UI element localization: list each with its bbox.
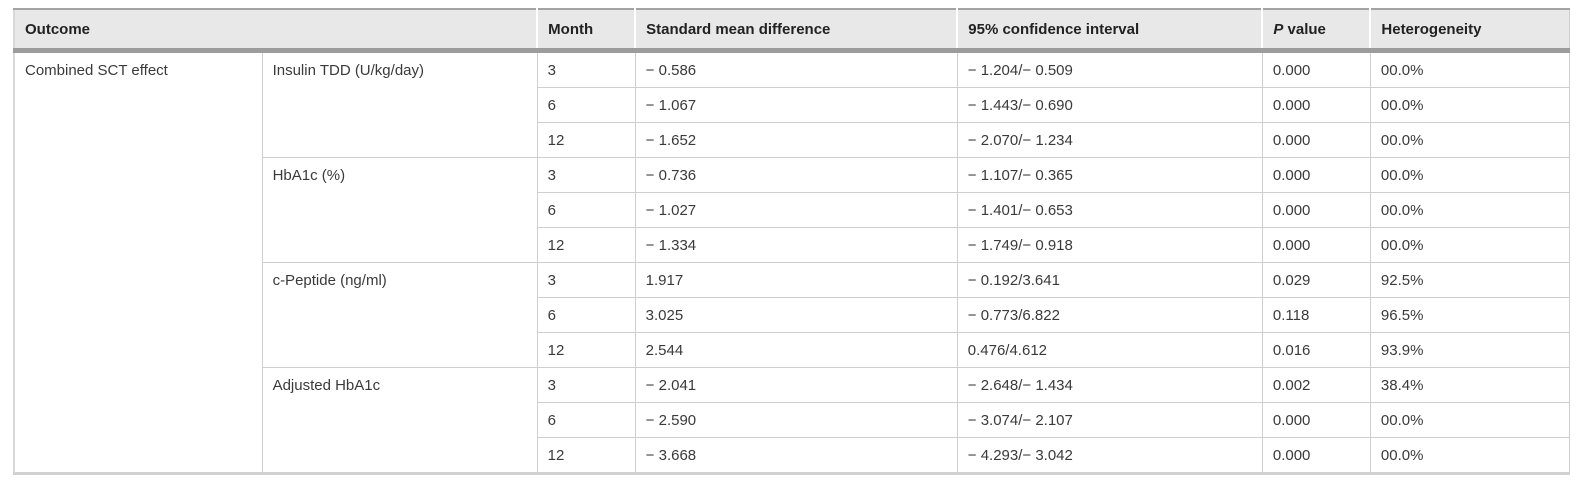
smd-cell: − 2.590 <box>634 402 958 438</box>
pvalue-cell: 0.000 <box>1261 122 1371 158</box>
month-cell: 3 <box>536 367 636 403</box>
table-row: 6 3.025 − 0.773/6.822 0.118 96.5% <box>14 297 1571 333</box>
ci-cell: − 4.293/− 3.042 <box>956 437 1263 474</box>
heterogeneity-cell: 00.0% <box>1369 50 1571 88</box>
smd-cell: 2.544 <box>634 332 958 368</box>
smd-cell: − 1.067 <box>634 87 958 123</box>
ci-cell: − 1.443/− 0.690 <box>956 87 1263 123</box>
table-row: 6 − 2.590 − 3.074/− 2.107 0.000 00.0% <box>14 402 1571 438</box>
heterogeneity-cell: 92.5% <box>1369 262 1571 298</box>
table-row: 6 − 1.067 − 1.443/− 0.690 0.000 00.0% <box>14 87 1571 123</box>
heterogeneity-cell: 00.0% <box>1369 192 1571 228</box>
pvalue-cell: 0.002 <box>1261 367 1371 403</box>
subgroup-cell: Adjusted HbA1c <box>261 367 538 474</box>
subgroup-cell: Insulin TDD (U/kg/day) <box>261 50 538 158</box>
table-row: 12 − 3.668 − 4.293/− 3.042 0.000 00.0% <box>14 437 1571 474</box>
heterogeneity-cell: 00.0% <box>1369 157 1571 193</box>
month-cell: 6 <box>536 87 636 123</box>
results-table: Outcome Month Standard mean difference 9… <box>13 8 1571 475</box>
page: Outcome Month Standard mean difference 9… <box>13 8 1571 475</box>
subgroup-cell: c-Peptide (ng/ml) <box>261 262 538 368</box>
subgroup-cell: HbA1c (%) <box>261 157 538 263</box>
heterogeneity-cell: 00.0% <box>1369 227 1571 263</box>
heterogeneity-cell: 96.5% <box>1369 297 1571 333</box>
col-header-outcome: Outcome <box>14 9 538 53</box>
smd-cell: − 1.027 <box>634 192 958 228</box>
smd-cell: − 2.041 <box>634 367 958 403</box>
pvalue-cell: 0.000 <box>1261 192 1371 228</box>
month-cell: 6 <box>536 192 636 228</box>
pvalue-cell: 0.000 <box>1261 50 1371 88</box>
heterogeneity-cell: 00.0% <box>1369 437 1571 474</box>
month-cell: 3 <box>536 262 636 298</box>
pvalue-rest: value <box>1283 21 1326 38</box>
pvalue-cell: 0.000 <box>1261 402 1371 438</box>
heterogeneity-cell: 00.0% <box>1369 402 1571 438</box>
table-row: Adjusted HbA1c 3 − 2.041 − 2.648/− 1.434… <box>14 367 1571 474</box>
ci-cell: − 3.074/− 2.107 <box>956 402 1263 438</box>
heterogeneity-cell: 00.0% <box>1369 87 1571 123</box>
col-header-month: Month <box>536 9 636 53</box>
ci-cell: − 0.773/6.822 <box>956 297 1263 333</box>
smd-cell: − 3.668 <box>634 437 958 474</box>
table-body: Combined SCT effect Insulin TDD (U/kg/da… <box>13 50 1571 474</box>
ci-cell: − 2.648/− 1.434 <box>956 367 1263 403</box>
pvalue-italic-p: P <box>1273 21 1284 38</box>
pvalue-cell: 0.029 <box>1261 262 1371 298</box>
smd-cell: − 1.334 <box>634 227 958 263</box>
table-row: HbA1c (%) 3 − 0.736 − 1.107/− 0.365 0.00… <box>14 157 1571 263</box>
ci-cell: − 1.107/− 0.365 <box>956 157 1263 193</box>
month-cell: 12 <box>536 437 636 474</box>
ci-cell: − 1.401/− 0.653 <box>956 192 1263 228</box>
col-header-smd: Standard mean difference <box>634 9 958 53</box>
month-cell: 12 <box>536 122 636 158</box>
heterogeneity-cell: 00.0% <box>1369 122 1571 158</box>
ci-cell: − 1.204/− 0.509 <box>956 50 1263 88</box>
smd-cell: 3.025 <box>634 297 958 333</box>
heterogeneity-cell: 93.9% <box>1369 332 1571 368</box>
header-row: Outcome Month Standard mean difference 9… <box>14 9 1570 53</box>
pvalue-cell: 0.000 <box>1261 227 1371 263</box>
month-cell: 6 <box>536 402 636 438</box>
month-cell: 3 <box>536 157 636 193</box>
ci-cell: − 2.070/− 1.234 <box>956 122 1263 158</box>
month-cell: 12 <box>536 227 636 263</box>
table-header: Outcome Month Standard mean difference 9… <box>14 9 1570 53</box>
pvalue-cell: 0.016 <box>1261 332 1371 368</box>
col-header-ci: 95% confidence interval <box>956 9 1263 53</box>
table-row: 12 2.544 0.476/4.612 0.016 93.9% <box>14 332 1571 368</box>
table-row: 6 − 1.027 − 1.401/− 0.653 0.000 00.0% <box>14 192 1571 228</box>
month-cell: 12 <box>536 332 636 368</box>
pvalue-cell: 0.000 <box>1261 437 1371 474</box>
heterogeneity-cell: 38.4% <box>1369 367 1571 403</box>
month-cell: 3 <box>536 50 636 88</box>
ci-cell: − 1.749/− 0.918 <box>956 227 1263 263</box>
table-row: 12 − 1.334 − 1.749/− 0.918 0.000 00.0% <box>14 227 1571 263</box>
col-header-heterogeneity: Heterogeneity <box>1369 9 1570 53</box>
pvalue-cell: 0.118 <box>1261 297 1371 333</box>
table-row: Combined SCT effect Insulin TDD (U/kg/da… <box>13 50 1571 474</box>
ci-cell: − 0.192/3.641 <box>956 262 1263 298</box>
ci-cell: 0.476/4.612 <box>956 332 1263 368</box>
smd-cell: − 0.736 <box>634 157 958 193</box>
month-cell: 6 <box>536 297 636 333</box>
outcome-group-cell: Combined SCT effect <box>13 50 263 474</box>
table-row: c-Peptide (ng/ml) 3 1.917 − 0.192/3.641 … <box>14 262 1571 368</box>
pvalue-cell: 0.000 <box>1261 157 1371 193</box>
smd-cell: − 1.652 <box>634 122 958 158</box>
col-header-pvalue: P value <box>1261 9 1371 53</box>
smd-cell: 1.917 <box>634 262 958 298</box>
pvalue-cell: 0.000 <box>1261 87 1371 123</box>
smd-cell: − 0.586 <box>634 50 958 88</box>
